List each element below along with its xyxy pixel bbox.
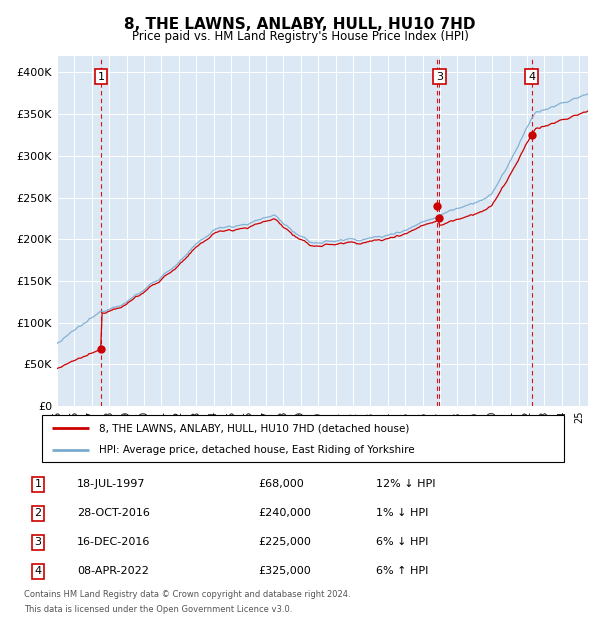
- Text: 1% ↓ HPI: 1% ↓ HPI: [376, 508, 428, 518]
- Text: Price paid vs. HM Land Registry's House Price Index (HPI): Price paid vs. HM Land Registry's House …: [131, 30, 469, 43]
- FancyBboxPatch shape: [42, 415, 564, 462]
- Text: £240,000: £240,000: [259, 508, 311, 518]
- Text: 1: 1: [34, 479, 41, 489]
- Text: This data is licensed under the Open Government Licence v3.0.: This data is licensed under the Open Gov…: [24, 604, 292, 614]
- Text: 08-APR-2022: 08-APR-2022: [77, 567, 149, 577]
- Text: 28-OCT-2016: 28-OCT-2016: [77, 508, 150, 518]
- Text: 18-JUL-1997: 18-JUL-1997: [77, 479, 146, 489]
- Text: 1: 1: [98, 72, 105, 82]
- Text: 8, THE LAWNS, ANLABY, HULL, HU10 7HD: 8, THE LAWNS, ANLABY, HULL, HU10 7HD: [124, 17, 476, 32]
- Text: 16-DEC-2016: 16-DEC-2016: [77, 538, 151, 547]
- Text: Contains HM Land Registry data © Crown copyright and database right 2024.: Contains HM Land Registry data © Crown c…: [24, 590, 350, 600]
- Text: £325,000: £325,000: [259, 567, 311, 577]
- Text: 6% ↑ HPI: 6% ↑ HPI: [376, 567, 428, 577]
- Text: 6% ↓ HPI: 6% ↓ HPI: [376, 538, 428, 547]
- Text: 2: 2: [34, 508, 41, 518]
- Text: 12% ↓ HPI: 12% ↓ HPI: [376, 479, 435, 489]
- Text: 3: 3: [436, 72, 443, 82]
- Text: £225,000: £225,000: [259, 538, 311, 547]
- Text: £68,000: £68,000: [259, 479, 304, 489]
- Text: 3: 3: [34, 538, 41, 547]
- Text: HPI: Average price, detached house, East Riding of Yorkshire: HPI: Average price, detached house, East…: [100, 445, 415, 455]
- Text: 8, THE LAWNS, ANLABY, HULL, HU10 7HD (detached house): 8, THE LAWNS, ANLABY, HULL, HU10 7HD (de…: [100, 423, 410, 433]
- Text: 4: 4: [528, 72, 535, 82]
- Text: 4: 4: [34, 567, 41, 577]
